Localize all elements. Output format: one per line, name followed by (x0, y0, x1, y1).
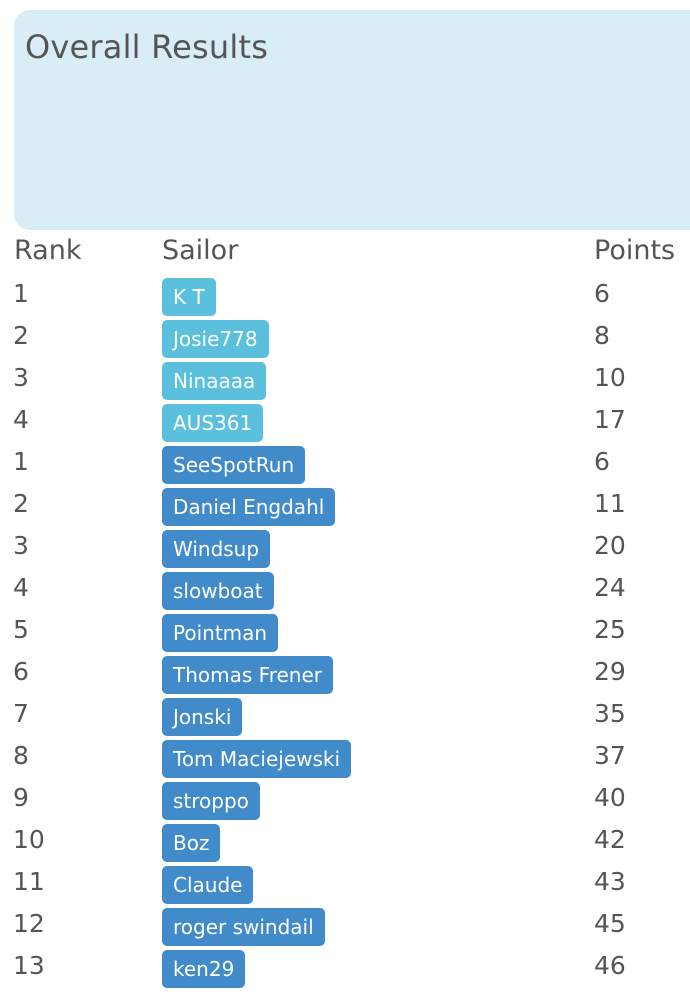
sailor-link[interactable]: Windsup (162, 530, 271, 568)
points-cell: 46 (594, 951, 626, 980)
table-row: 1 SeeSpotRun 6 (0, 440, 690, 484)
sailor-link[interactable]: Tom Maciejewski (162, 740, 352, 778)
points-cell: 17 (594, 405, 626, 434)
sailor-link[interactable]: Thomas Frener (162, 656, 333, 694)
points-cell: 6 (594, 447, 610, 476)
table-row: 2 Daniel Engdahl 11 (0, 482, 690, 526)
rank-cell: 3 (13, 531, 29, 560)
sailor-link[interactable]: Jonski (162, 698, 243, 736)
sailor-link[interactable]: Josie778 (162, 320, 269, 358)
rank-cell: 4 (13, 405, 29, 434)
table-row: 1 K T 6 (0, 272, 690, 316)
rank-cell: 3 (13, 363, 29, 392)
table-row: 3 Windsup 20 (0, 524, 690, 568)
points-cell: 43 (594, 867, 626, 896)
table-row: 4 AUS361 17 (0, 398, 690, 442)
results-panel: Overall Results (14, 10, 690, 230)
points-cell: 6 (594, 279, 610, 308)
table-row: 2 Josie778 8 (0, 314, 690, 358)
table-row: 7 Jonski 35 (0, 692, 690, 736)
table-row: 13 ken29 46 (0, 944, 690, 988)
header-sailor: Sailor (162, 235, 239, 266)
table-row: 12 roger swindail 45 (0, 902, 690, 946)
rank-cell: 2 (13, 489, 29, 518)
points-cell: 8 (594, 321, 610, 350)
header-points: Points (594, 235, 676, 266)
rank-cell: 10 (13, 825, 45, 854)
table-body: 1 K T 6 2 Josie778 8 3 Ninaaaa 10 4 AUS361 17 1 SeeSp… (0, 272, 690, 988)
points-cell: 24 (594, 573, 626, 602)
points-cell: 10 (594, 363, 626, 392)
table-row: 5 Pointman 25 (0, 608, 690, 652)
rank-cell: 7 (13, 699, 29, 728)
points-cell: 40 (594, 783, 626, 812)
sailor-link[interactable]: Daniel Engdahl (162, 488, 336, 526)
sailor-link[interactable]: Ninaaaa (162, 362, 267, 400)
sailor-link[interactable]: K T (162, 278, 216, 316)
sailor-link[interactable]: SeeSpotRun (162, 446, 306, 484)
points-cell: 45 (594, 909, 626, 938)
rank-cell: 6 (13, 657, 29, 686)
sailor-link[interactable]: AUS361 (162, 404, 264, 442)
rank-cell: 5 (13, 615, 29, 644)
header-rank: Rank (14, 235, 82, 266)
results-table: Rank Sailor Points 1 K T 6 2 Josie778 8 3 Ninaa… (0, 230, 690, 988)
table-row: 11 Claude 43 (0, 860, 690, 904)
sailor-link[interactable]: Boz (162, 824, 221, 862)
rank-cell: 4 (13, 573, 29, 602)
rank-cell: 1 (13, 447, 29, 476)
points-cell: 37 (594, 741, 626, 770)
sailor-link[interactable]: ken29 (162, 950, 246, 988)
rank-cell: 11 (13, 867, 45, 896)
rank-cell: 8 (13, 741, 29, 770)
points-cell: 11 (594, 489, 626, 518)
table-row: 6 Thomas Frener 29 (0, 650, 690, 694)
sailor-link[interactable]: stroppo (162, 782, 260, 820)
table-row: 8 Tom Maciejewski 37 (0, 734, 690, 778)
sailor-link[interactable]: roger swindail (162, 908, 325, 946)
points-cell: 35 (594, 699, 626, 728)
sailor-link[interactable]: slowboat (162, 572, 274, 610)
points-cell: 20 (594, 531, 626, 560)
points-cell: 25 (594, 615, 626, 644)
table-row: 10 Boz 42 (0, 818, 690, 862)
rank-cell: 12 (13, 909, 45, 938)
rank-cell: 2 (13, 321, 29, 350)
page-title: Overall Results (25, 28, 269, 66)
points-cell: 29 (594, 657, 626, 686)
rank-cell: 13 (13, 951, 45, 980)
sailor-link[interactable]: Pointman (162, 614, 279, 652)
table-header: Rank Sailor Points (0, 230, 690, 272)
table-row: 9 stroppo 40 (0, 776, 690, 820)
sailor-link[interactable]: Claude (162, 866, 254, 904)
rank-cell: 1 (13, 279, 29, 308)
points-cell: 42 (594, 825, 626, 854)
rank-cell: 9 (13, 783, 29, 812)
table-row: 3 Ninaaaa 10 (0, 356, 690, 400)
table-row: 4 slowboat 24 (0, 566, 690, 610)
